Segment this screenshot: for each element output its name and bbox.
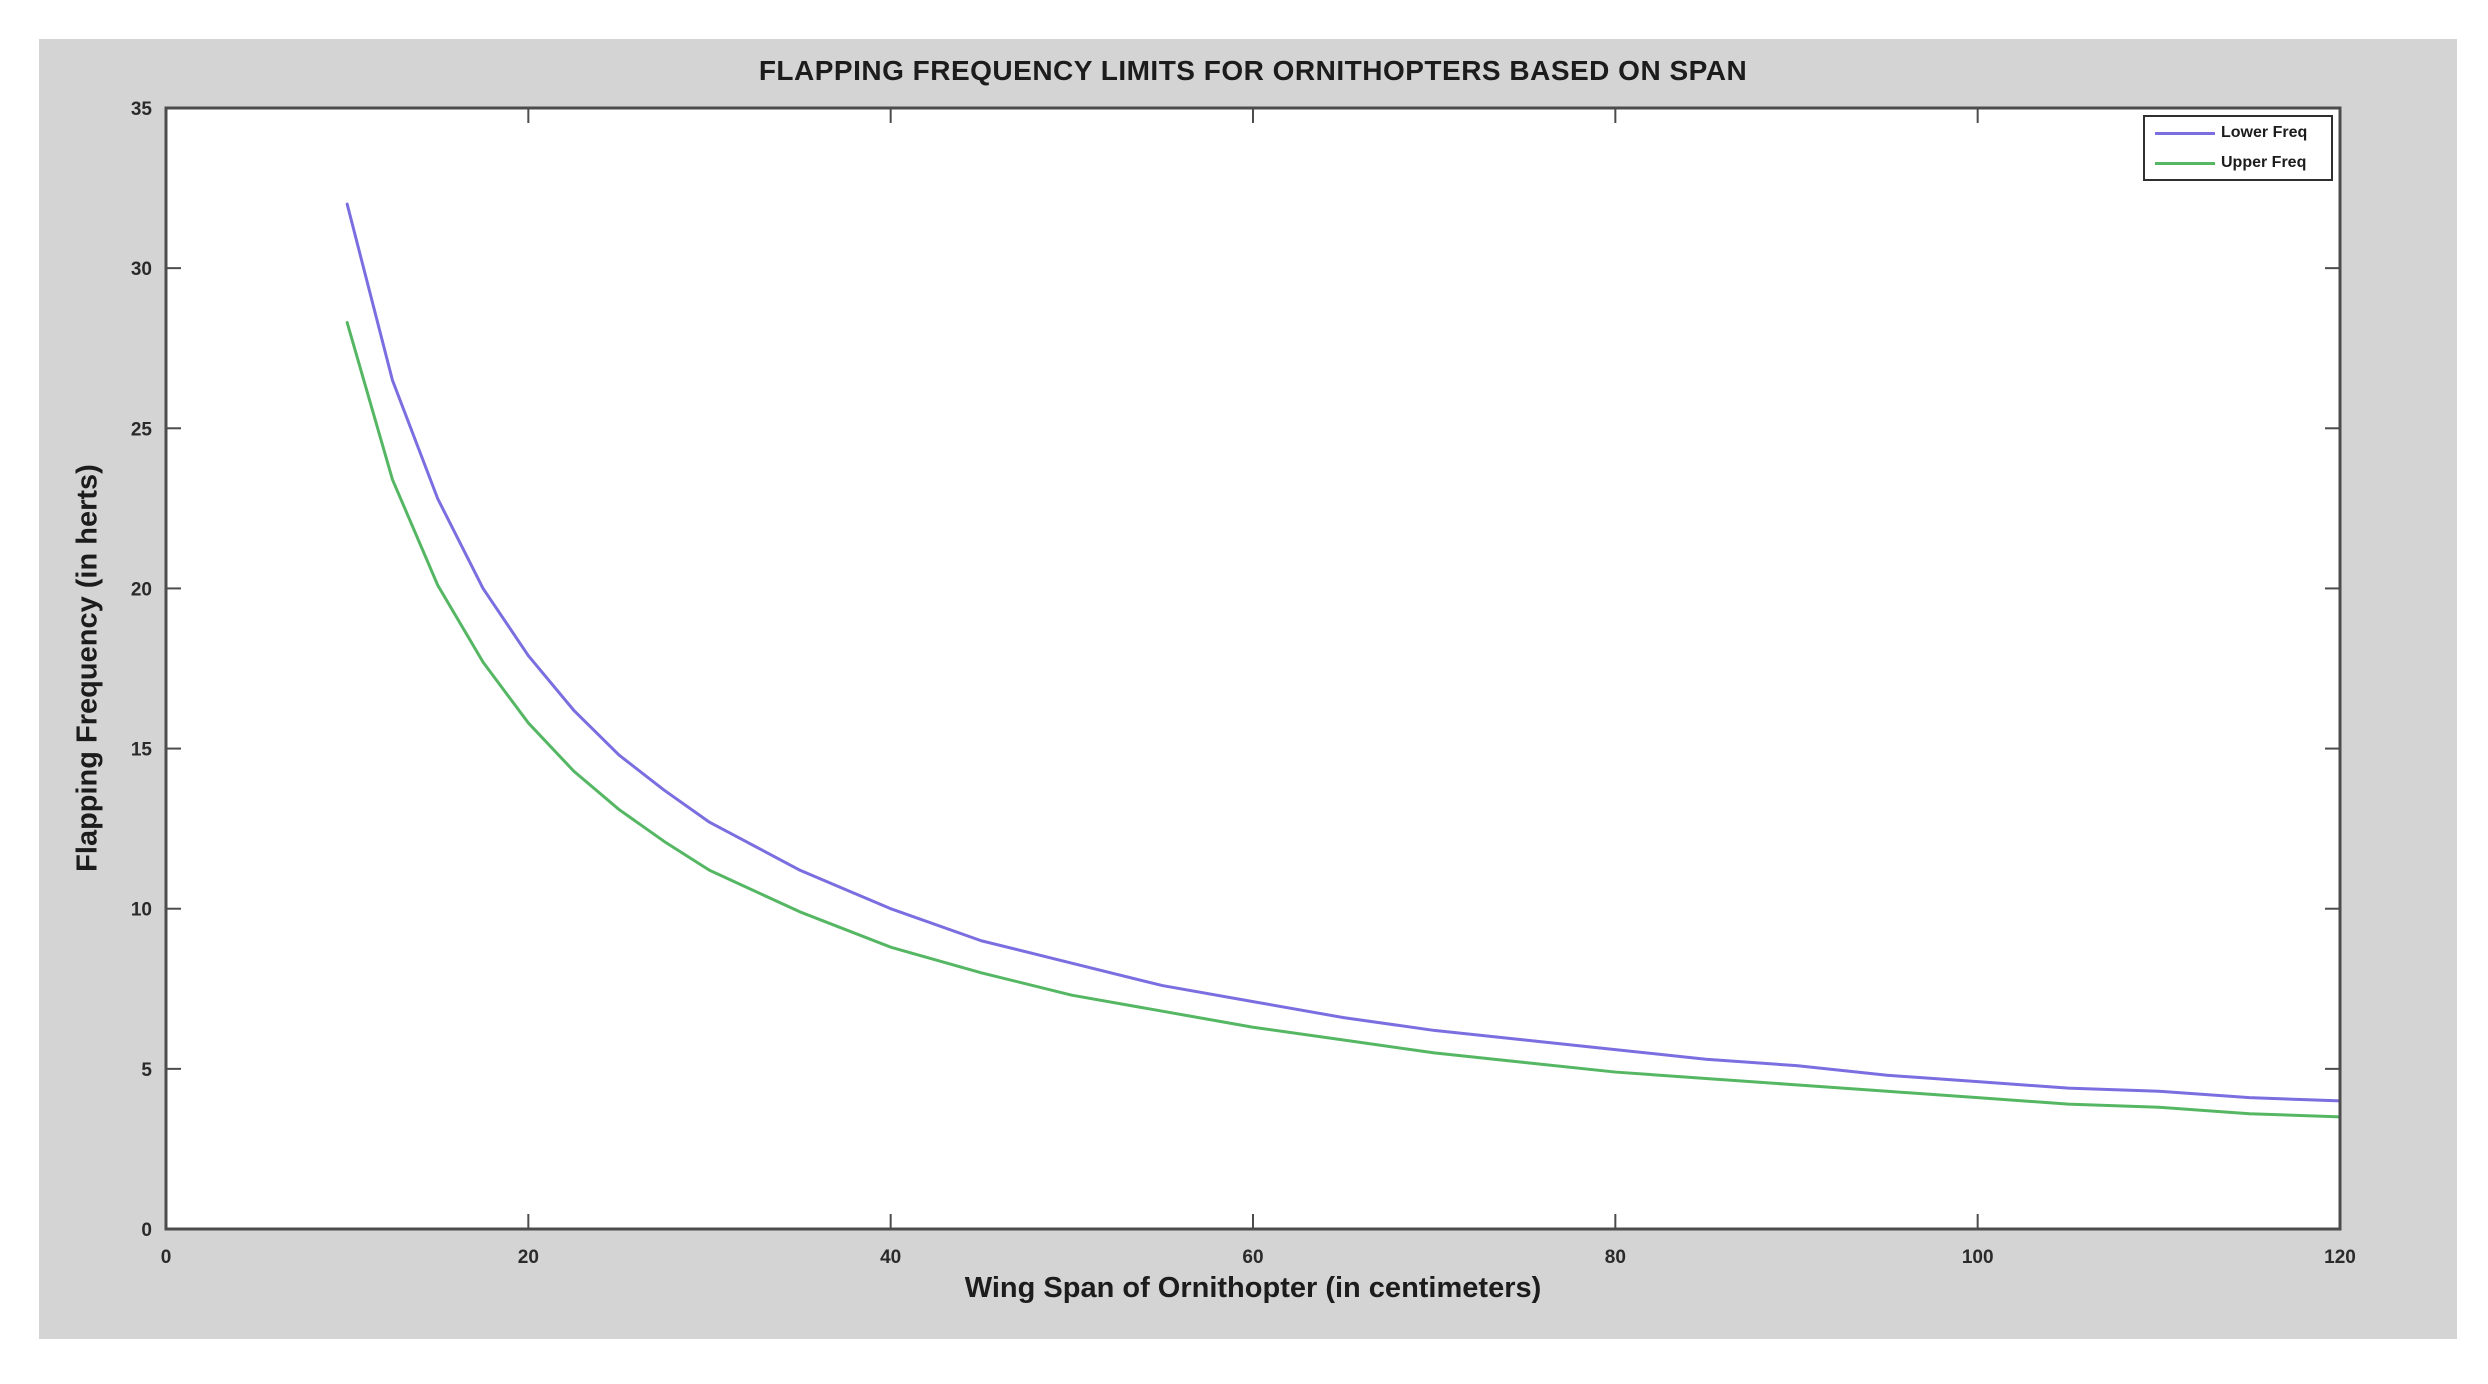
y-tick-label: 10 [131,900,152,921]
chart-title: FLAPPING FREQUENCY LIMITS FOR ORNITHOPTE… [758,55,1748,86]
y-tick-label: 30 [131,259,152,280]
y-tick-label: 15 [131,740,153,761]
legend-line-sample-lower [2155,131,2215,135]
x-tick-label: 20 [518,1247,539,1268]
series-line-upper-freq [345,321,2342,1119]
x-tick-label: 0 [161,1247,172,1268]
y-tick-label: 5 [141,1060,152,1081]
legend-label-upper: Upper Freq [2221,154,2307,171]
x-tick-label: 40 [880,1247,901,1268]
y-tick-label: 35 [131,99,153,120]
x-tick-label: 80 [1605,1247,1626,1268]
x-axis-label: Wing Span of Ornithopter (in centimeters… [964,1272,1542,1304]
plot-frame [164,106,2342,1231]
series-line-lower-freq [345,202,2342,1103]
legend: Lower Freq Upper Freq [2143,115,2333,181]
legend-label-lower: Lower Freq [2221,124,2308,141]
legend-entry-upper-freq: Upper Freq [2145,148,2331,178]
y-tick-label: 20 [131,579,152,600]
x-tick-label: 60 [1242,1247,1263,1268]
x-tick-label: 100 [1962,1247,1994,1268]
y-tick-label: 0 [141,1220,152,1241]
y-axis-label: Flapping Frequency (in herts) [71,464,104,872]
y-tick-label: 25 [131,419,153,440]
legend-line-sample-upper [2155,161,2215,165]
legend-entry-lower-freq: Lower Freq [2145,118,2331,148]
x-tick-label: 120 [2324,1247,2356,1268]
plot-area [166,108,2340,1229]
